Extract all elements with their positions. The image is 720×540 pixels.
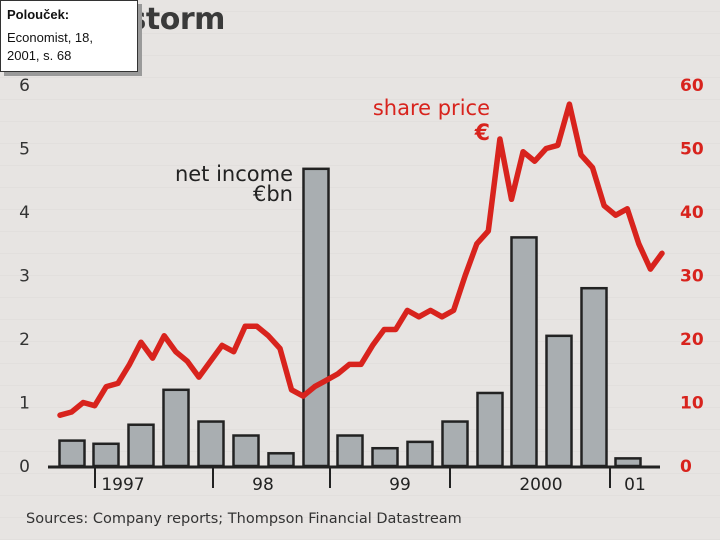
left-axis-tick-label-2: 2 xyxy=(19,330,30,350)
net-income-label-line-2: €bn xyxy=(253,182,293,206)
right-axis-tick-label-4: 40 xyxy=(680,203,704,223)
citation-box: Polouček: Economist, 18, 2001, s. 68 xyxy=(0,0,138,72)
bar-3 xyxy=(162,388,190,468)
x-axis-tick-label-2: 99 xyxy=(389,475,411,495)
left-axis-tick-label-6: 6 xyxy=(19,76,30,96)
x-axis-tick-label-4: 01 xyxy=(624,475,646,495)
bar-9 xyxy=(371,446,399,468)
bar-0 xyxy=(58,439,86,468)
bar-12 xyxy=(476,391,504,468)
bar-2 xyxy=(127,423,155,468)
left-axis-tick-label-1: 1 xyxy=(19,394,30,414)
bar-7 xyxy=(302,167,330,468)
right-axis-tick-label-6: 60 xyxy=(680,76,704,96)
share-price-line xyxy=(57,101,665,418)
right-axis-tick-label-2: 20 xyxy=(680,330,704,350)
right-axis-tick-label-5: 50 xyxy=(680,140,704,160)
left-axis-tick-label-5: 5 xyxy=(19,140,30,160)
bar-15 xyxy=(580,286,608,468)
bar-4 xyxy=(197,420,225,468)
bar-14 xyxy=(545,334,573,468)
left-axis-tick-label-4: 4 xyxy=(19,203,30,223)
bar-5 xyxy=(232,434,260,468)
left-axis-tick-label-0: 0 xyxy=(19,457,30,477)
bar-1 xyxy=(92,442,120,468)
bar-13 xyxy=(510,236,538,468)
bar-8 xyxy=(336,434,364,468)
x-axis-tick-label-3: 2000 xyxy=(519,475,562,495)
left-axis-tick-label-3: 3 xyxy=(19,267,30,287)
sources-note: Sources: Company reports; Thompson Finan… xyxy=(26,511,462,527)
x-axis-tick-label-1: 98 xyxy=(252,475,274,495)
citation-title: Polouček: xyxy=(7,7,70,22)
net-income-label-line-1: net income xyxy=(175,162,293,186)
right-axis-tick-label-3: 30 xyxy=(680,267,704,287)
citation-line-2: 2001, s. 68 xyxy=(7,48,72,63)
right-axis-tick-label-1: 10 xyxy=(680,394,704,414)
x-axis-tick-label-0: 1997 xyxy=(101,475,144,495)
bar-16 xyxy=(614,457,642,468)
bar-10 xyxy=(406,440,434,468)
share-price-label-line-2: € xyxy=(474,121,490,146)
right-axis-tick-label-0: 0 xyxy=(680,457,692,477)
share-price-label-line-1: share price xyxy=(373,96,490,120)
bar-11 xyxy=(441,420,469,468)
bar-6 xyxy=(267,452,295,468)
citation-line-1: Economist, 18, xyxy=(7,30,93,45)
